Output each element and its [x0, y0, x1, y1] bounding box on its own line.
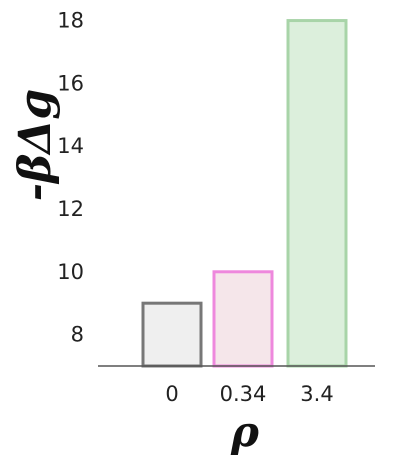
- bar-0: [141, 301, 203, 368]
- x-tick-label: 0: [165, 382, 178, 406]
- y-tick-label: 10: [57, 260, 84, 284]
- y-tick-label: 14: [57, 134, 84, 158]
- bars: [141, 19, 348, 368]
- y-axis-ticks: 8 10 12 14 16 18: [57, 9, 84, 347]
- x-tick-label: 3.4: [300, 382, 333, 406]
- y-tick-label: 16: [57, 71, 84, 95]
- y-tick-label: 12: [57, 197, 84, 221]
- y-tick-label: 8: [71, 323, 84, 347]
- x-axis-ticks: 0 0.34 3.4: [165, 382, 333, 406]
- y-axis-label: -βΔg: [10, 89, 61, 201]
- x-tick-label: 0.34: [220, 382, 267, 406]
- bar-0-34: [212, 270, 274, 368]
- x-axis-label: ρ: [230, 407, 260, 456]
- y-tick-label: 18: [57, 9, 84, 33]
- bar-3-4: [286, 19, 348, 368]
